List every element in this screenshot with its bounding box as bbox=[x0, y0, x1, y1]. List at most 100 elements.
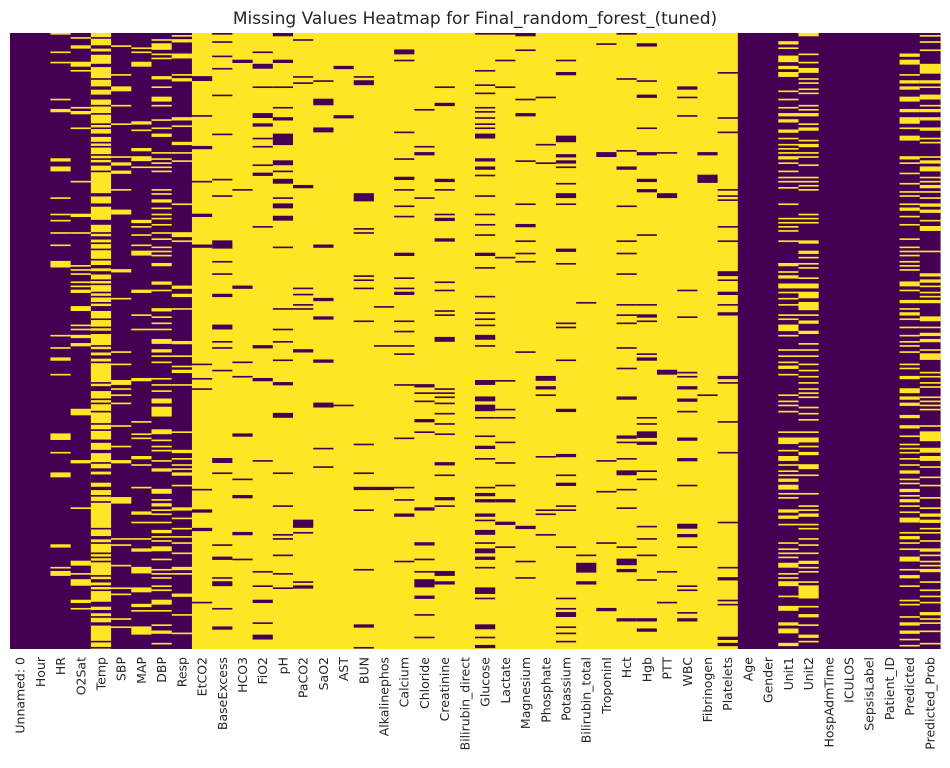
heatmap-cell-run bbox=[535, 143, 557, 146]
heatmap-cell-run bbox=[151, 429, 173, 435]
heatmap-cell-run bbox=[191, 115, 213, 117]
heatmap-cell-run bbox=[798, 581, 820, 583]
heatmap-cell-run bbox=[90, 536, 112, 540]
heatmap-cell-run bbox=[313, 297, 335, 302]
heatmap-cell-run bbox=[515, 560, 537, 563]
heatmap-cell-run bbox=[232, 375, 254, 378]
heatmap-cell-run bbox=[111, 162, 132, 166]
heatmap-cell-run bbox=[535, 162, 557, 164]
heatmap-cell-run bbox=[151, 540, 173, 542]
heatmap-cell-run bbox=[50, 334, 72, 337]
heatmap-cell-run bbox=[798, 509, 820, 512]
heatmap-cell-run bbox=[798, 363, 820, 366]
heatmap-cell-run bbox=[636, 538, 658, 540]
heatmap-cell-run bbox=[50, 347, 72, 349]
heatmap-cell-run bbox=[919, 476, 941, 479]
heatmap-cell-run bbox=[919, 285, 941, 288]
heatmap-cell-run bbox=[171, 384, 193, 386]
heatmap-cell-run bbox=[151, 152, 173, 154]
heatmap-column-base bbox=[656, 33, 678, 649]
heatmap-cell-run bbox=[919, 291, 941, 294]
heatmap-cell-run bbox=[111, 564, 132, 567]
heatmap-cell-run bbox=[778, 55, 800, 63]
heatmap-cell-run bbox=[475, 548, 496, 554]
heatmap-cell-run bbox=[677, 410, 698, 413]
heatmap-column-base bbox=[50, 33, 72, 649]
heatmap-cell-run bbox=[111, 297, 132, 300]
heatmap-cell-run bbox=[778, 628, 800, 634]
heatmap-cell-run bbox=[151, 96, 173, 102]
x-tick-label: Patient_ID bbox=[882, 657, 897, 720]
x-tick-label: Alkalinephos bbox=[377, 657, 392, 736]
heatmap-cell-run bbox=[798, 82, 820, 84]
heatmap-cell-run bbox=[899, 575, 921, 579]
heatmap-cell-run bbox=[394, 353, 415, 355]
heatmap-cell-run bbox=[616, 396, 638, 400]
heatmap-column-base bbox=[414, 33, 436, 649]
heatmap-cell-run bbox=[899, 351, 921, 353]
heatmap-cell-run bbox=[252, 585, 274, 587]
heatmap-cell-run bbox=[151, 199, 173, 203]
heatmap-cell-run bbox=[555, 474, 577, 477]
heatmap-cell-run bbox=[111, 460, 132, 464]
heatmap-cell-run bbox=[151, 250, 173, 253]
heatmap-cell-run bbox=[90, 279, 112, 282]
heatmap-cell-run bbox=[919, 642, 941, 645]
heatmap-cell-run bbox=[394, 205, 415, 208]
heatmap-cell-run bbox=[778, 129, 800, 133]
heatmap-column-base bbox=[535, 33, 557, 649]
heatmap-cell-run bbox=[434, 412, 456, 415]
heatmap-cell-run bbox=[475, 106, 496, 109]
heatmap-cell-run bbox=[171, 542, 193, 544]
heatmap-cell-run bbox=[394, 437, 415, 440]
heatmap-cell-run bbox=[899, 215, 921, 218]
heatmap-cell-run bbox=[656, 369, 678, 375]
heatmap-cell-run bbox=[70, 408, 92, 416]
heatmap-cell-run bbox=[778, 355, 800, 358]
heatmap-cell-run bbox=[636, 618, 658, 622]
heatmap-cell-run bbox=[191, 363, 213, 366]
heatmap-cell-run bbox=[90, 609, 112, 614]
heatmap-cell-run bbox=[798, 396, 820, 399]
heatmap-cell-run bbox=[576, 562, 597, 573]
heatmap-cell-run bbox=[151, 232, 173, 234]
heatmap-cell-run bbox=[616, 488, 638, 491]
heatmap-cell-run bbox=[515, 223, 537, 228]
heatmap-cell-run bbox=[636, 554, 658, 557]
heatmap-cell-run bbox=[616, 322, 638, 325]
heatmap-cell-run bbox=[90, 271, 112, 275]
heatmap-cell-run bbox=[677, 618, 698, 622]
heatmap-cell-run bbox=[90, 123, 112, 125]
heatmap-cell-run bbox=[171, 517, 193, 520]
heatmap-cell-run bbox=[50, 219, 72, 222]
heatmap-cell-run bbox=[919, 141, 941, 144]
heatmap-cell-run bbox=[616, 314, 638, 316]
heatmap-cell-run bbox=[90, 248, 112, 251]
heatmap-cell-run bbox=[798, 538, 820, 540]
heatmap-cell-run bbox=[555, 154, 577, 158]
heatmap-cell-run bbox=[798, 164, 820, 167]
heatmap-cell-run bbox=[919, 425, 941, 427]
heatmap-cell-run bbox=[798, 240, 820, 244]
heatmap-cell-run bbox=[515, 351, 537, 353]
heatmap-cell-run bbox=[798, 640, 820, 643]
x-tick-label: PaCO2 bbox=[296, 657, 311, 698]
heatmap-cell-run bbox=[919, 86, 941, 89]
heatmap-cell-run bbox=[798, 343, 820, 345]
heatmap-cell-run bbox=[919, 273, 941, 277]
heatmap-cell-run bbox=[394, 560, 415, 563]
heatmap-cell-run bbox=[778, 119, 800, 123]
heatmap-cell-run bbox=[717, 72, 739, 74]
heatmap-cell-run bbox=[171, 203, 193, 206]
heatmap-cell-run bbox=[434, 396, 456, 399]
heatmap-cell-run bbox=[70, 573, 92, 575]
heatmap-cell-run bbox=[778, 431, 800, 433]
heatmap-cell-run bbox=[90, 203, 112, 207]
heatmap-cell-run bbox=[50, 244, 72, 247]
heatmap-cell-run bbox=[434, 314, 456, 316]
heatmap-cell-run bbox=[394, 252, 415, 256]
heatmap-cell-run bbox=[798, 143, 820, 148]
heatmap-cell-run bbox=[778, 162, 800, 164]
heatmap-cell-run bbox=[394, 277, 415, 279]
heatmap-column-hr bbox=[50, 33, 72, 649]
